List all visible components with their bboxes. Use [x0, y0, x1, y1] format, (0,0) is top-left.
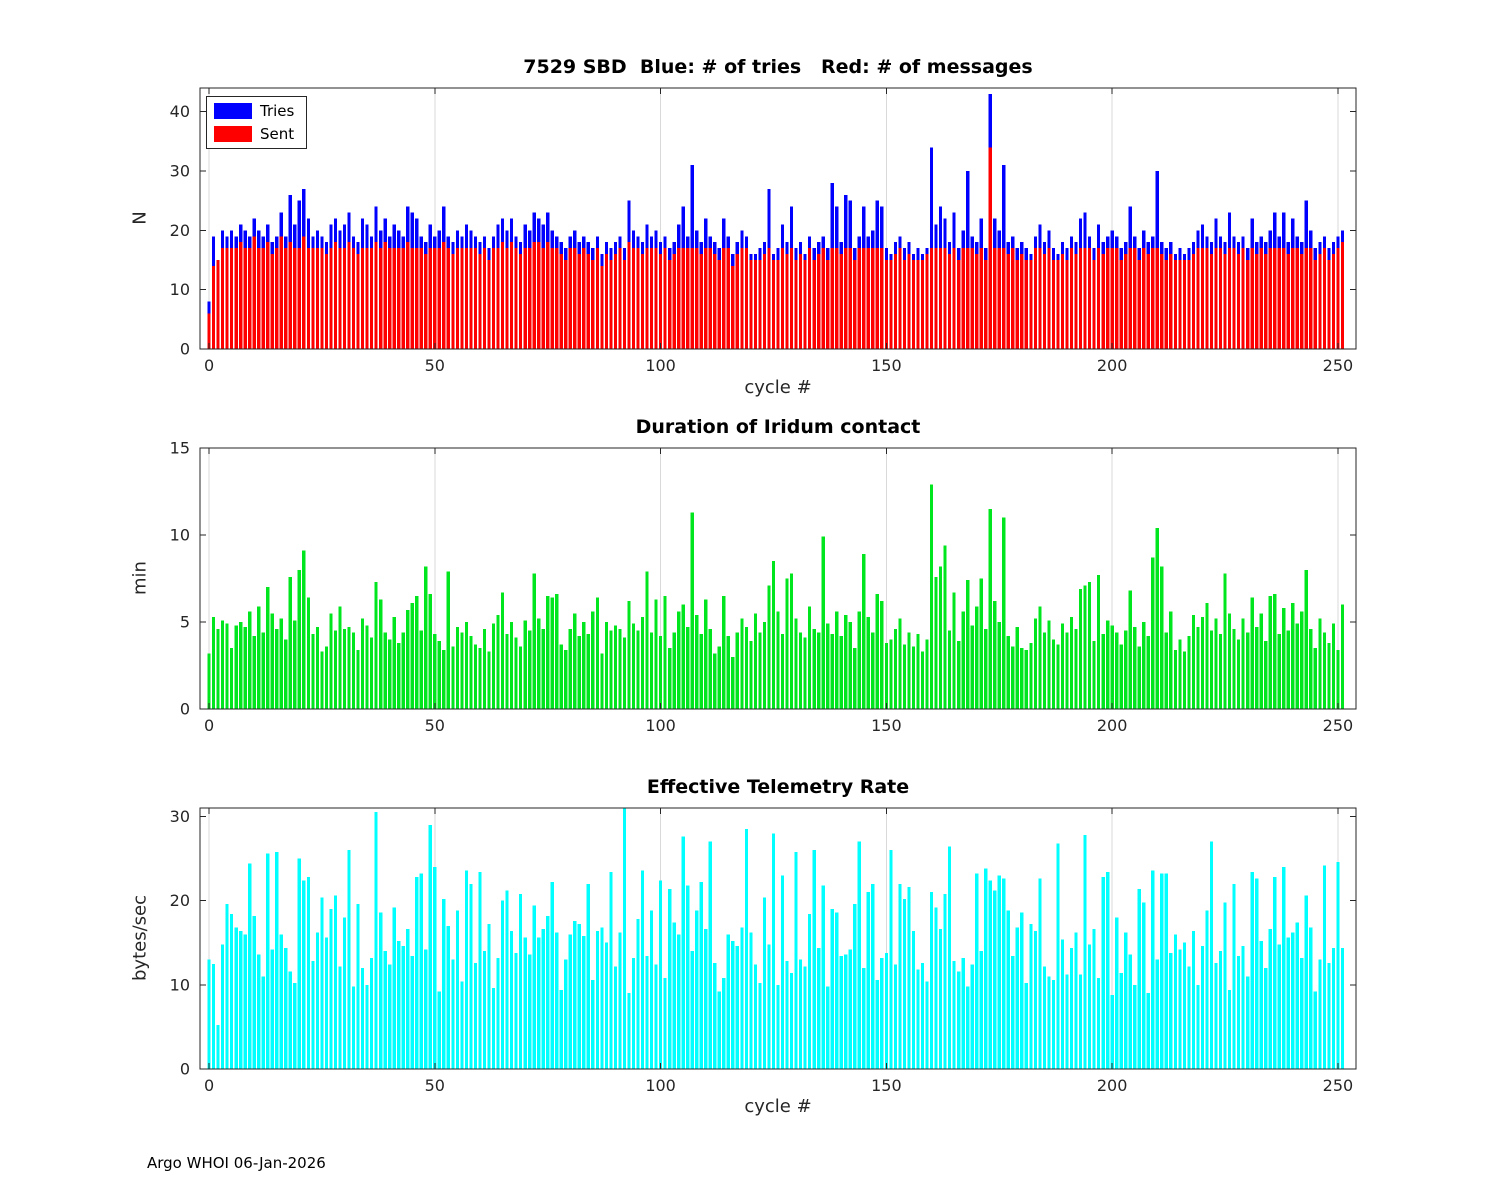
legend-entry-sent: Sent [214, 125, 294, 143]
y-tick-label: 40 [170, 102, 190, 121]
x-tick-label: 150 [871, 1076, 902, 1095]
x-tick-label: 0 [204, 356, 214, 375]
y-tick-label: 5 [180, 613, 190, 632]
x-tick-label: 200 [1097, 356, 1128, 375]
y-tick-label: 10 [170, 975, 190, 994]
chart-sbd: 0 50 100 150 200 250 0 10 20 30 40 [170, 87, 1357, 375]
sent-swatch-icon [214, 126, 252, 142]
x-tick-label: 150 [871, 356, 902, 375]
y-tick-label: 0 [180, 700, 190, 719]
x-tick-label: 100 [645, 356, 676, 375]
chart-rate: 0 50 100 150 200 250 0 10 20 30 [170, 807, 1357, 1095]
x-tick-label: 200 [1097, 716, 1128, 735]
y-tick-label: 10 [170, 280, 190, 299]
series-rate [207, 808, 1345, 1069]
legend-entry-tries: Tries [214, 102, 294, 120]
x-tick-label: 150 [871, 716, 902, 735]
y-tick-label: 10 [170, 526, 190, 545]
legend-label-tries: Tries [260, 102, 295, 120]
chart-rate-xlabel: cycle # [744, 1096, 812, 1117]
chart-duration-ylabel: min [129, 561, 151, 595]
x-tick-label: 250 [1323, 1076, 1354, 1095]
axes-box [199, 87, 1357, 350]
y-tick-label: 20 [170, 891, 190, 910]
chart-rate-title: Effective Telemetry Rate [646, 776, 910, 798]
chart-sbd-xlabel: cycle # [744, 377, 812, 398]
chart-sbd-title: 7529 SBD Blue: # of tries Red: # of mess… [523, 56, 1033, 78]
x-tick-label: 250 [1323, 716, 1354, 735]
x-tick-label: 0 [204, 716, 214, 735]
footer-text: Argo WHOI 06-Jan-2026 [147, 1154, 326, 1172]
x-tick-label: 50 [425, 716, 445, 735]
x-tick-label: 200 [1097, 1076, 1128, 1095]
y-tick-label: 15 [170, 439, 190, 458]
axes-box [199, 447, 1357, 710]
y-tick-label: 20 [170, 221, 190, 240]
x-tick-label: 100 [645, 1076, 676, 1095]
legend-label-sent: Sent [260, 125, 295, 143]
axes-box [199, 807, 1357, 1070]
series-tries [207, 93, 1345, 350]
chart-rate-ylabel: bytes/sec [129, 894, 151, 982]
x-tick-label: 50 [425, 356, 445, 375]
x-tick-label: 100 [645, 716, 676, 735]
series-duration [207, 484, 1345, 709]
x-tick-label: 0 [204, 1076, 214, 1095]
x-tick-label: 250 [1323, 356, 1354, 375]
legend: Tries Sent [206, 96, 308, 149]
chart-duration-title: Duration of Iridum contact [635, 416, 921, 438]
y-tick-label: 0 [180, 340, 190, 359]
y-tick-label: 30 [170, 162, 190, 181]
chart-sbd-ylabel: N [129, 211, 151, 225]
chart-duration: 0 50 100 150 200 250 0 5 10 15 [170, 439, 1357, 735]
tries-swatch-icon [214, 103, 252, 119]
series-sent [207, 147, 1345, 349]
y-tick-label: 0 [180, 1060, 190, 1079]
y-tick-label: 30 [170, 807, 190, 826]
x-tick-label: 50 [425, 1076, 445, 1095]
